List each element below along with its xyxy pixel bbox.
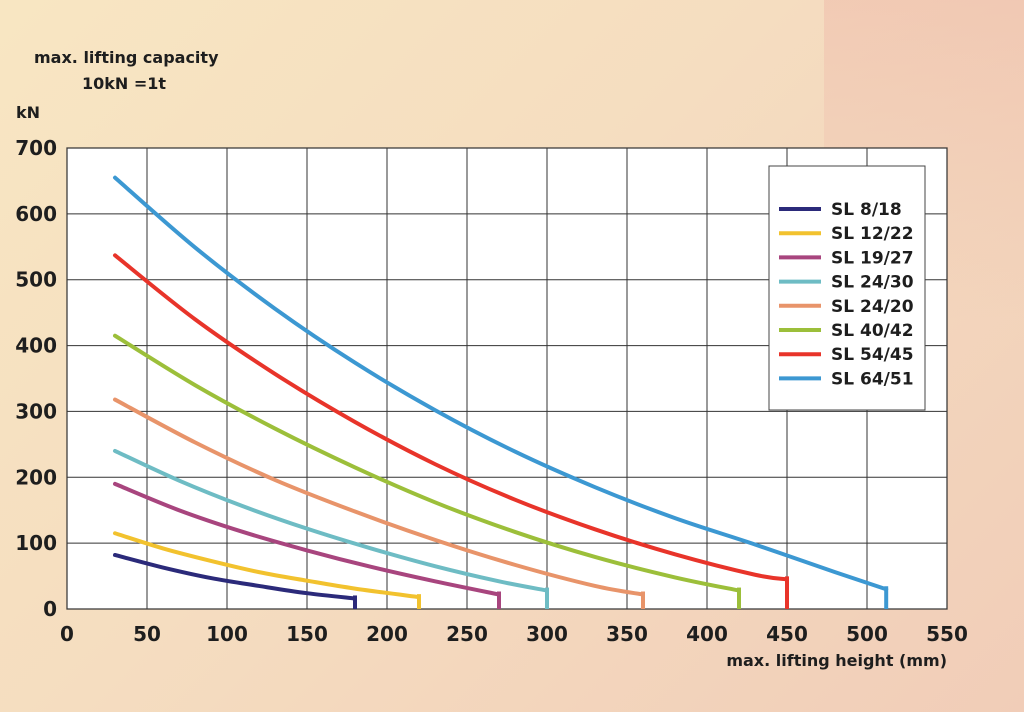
x-axis-title: max. lifting height (mm) (726, 651, 947, 670)
legend-label: SL 64/51 (831, 369, 914, 389)
y-tick-label: 100 (15, 531, 57, 555)
y-tick-label: 300 (15, 399, 57, 423)
x-tick-label: 450 (766, 622, 808, 646)
x-tick-label: 400 (686, 622, 728, 646)
x-tick-label: 50 (133, 622, 161, 646)
series-line (113, 175, 889, 592)
legend-label: SL 12/22 (831, 224, 914, 244)
legend: SL 8/18 SL 12/22 SL 19/27 SL 24/30 SL 24/20 S… (768, 165, 926, 411)
y-tick-label: 500 (15, 268, 57, 292)
x-tick-label: 550 (926, 622, 968, 646)
legend-label: SL 8/18 (831, 200, 902, 220)
x-tick-label: 150 (286, 622, 328, 646)
series-line (113, 333, 741, 593)
x-tick-label: 200 (366, 622, 408, 646)
y-axis-title: max. lifting capacity (34, 48, 219, 67)
y-axis-unit: kN (16, 103, 41, 122)
legend-label: SL 54/45 (831, 345, 914, 365)
y-tick-label: 400 (15, 334, 57, 358)
x-tick-label: 0 (60, 622, 74, 646)
series-line (113, 481, 501, 597)
x-tick-label: 300 (526, 622, 568, 646)
x-tick-label: 250 (446, 622, 488, 646)
x-tick-label: 350 (606, 622, 648, 646)
y-tick-label: 200 (15, 465, 57, 489)
y-tick-label: 0 (43, 597, 57, 621)
y-tick-label: 600 (15, 202, 57, 226)
x-tick-label: 100 (206, 622, 248, 646)
series-line (113, 397, 645, 597)
legend-label: SL 40/42 (831, 321, 914, 341)
y-tick-label: 700 (15, 136, 57, 160)
series-line (113, 552, 357, 601)
axis-ticks: 0 50 100 150 200 250 300 350 400 450 500 550 0 100 200… (15, 136, 968, 646)
series-line (113, 253, 789, 582)
legend-label: SL 19/27 (831, 248, 914, 268)
legend-label: SL 24/20 (831, 297, 914, 317)
legend-box (768, 165, 926, 411)
series-lines (113, 175, 889, 609)
series-line (113, 448, 549, 593)
x-tick-label: 500 (846, 622, 888, 646)
series-line (113, 531, 421, 600)
unit-conversion-note: 10kN =1t (82, 74, 167, 93)
legend-label: SL 24/30 (831, 273, 914, 293)
